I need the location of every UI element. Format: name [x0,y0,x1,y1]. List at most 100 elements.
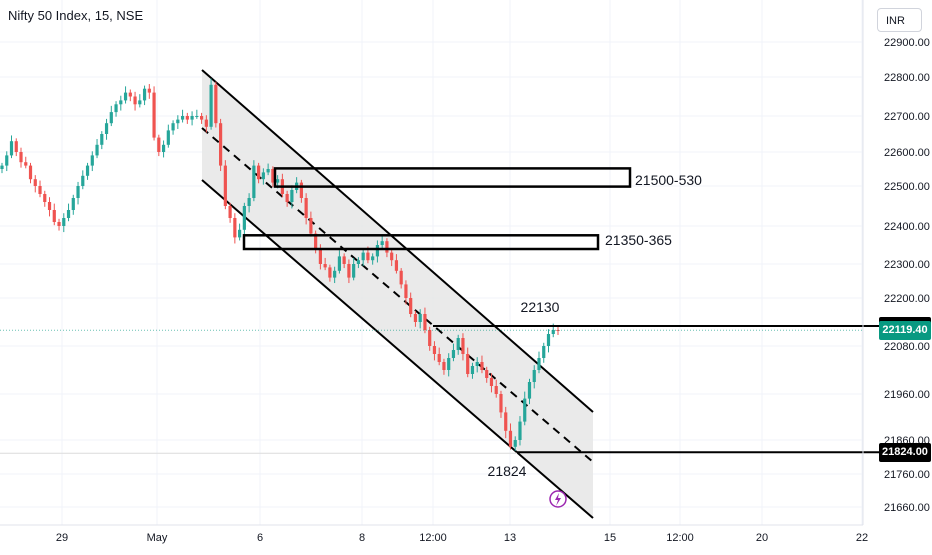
candle-body [532,370,536,382]
chart-title: Nifty 50 Index, 15, NSE [8,8,144,23]
candle-body [14,141,18,152]
candle-body [204,119,208,127]
candle-body [24,162,28,166]
candle-body [176,119,180,124]
candle-body [114,104,118,113]
candle-body [228,206,232,218]
candle-body [518,421,522,440]
candle-body [304,198,308,218]
candle-body [375,245,380,257]
candle-body [209,84,213,127]
candle-body [399,270,403,285]
candle-body [323,264,327,268]
candle-body [456,338,460,350]
candle-body [352,264,356,278]
candle-body [109,112,113,124]
candle-body [171,123,175,131]
candle-body [437,354,441,362]
candle-body [100,134,104,145]
candle-body [485,370,489,378]
candle-body [385,241,389,253]
candle-body [138,100,142,105]
candle-body [218,123,223,166]
x-tick-label: 20 [756,532,768,544]
candle-body [504,412,508,431]
overlays [0,167,879,454]
x-tick-label: 8 [359,532,365,544]
y-tick-label: 22500.00 [884,181,930,193]
candle-body [81,175,85,186]
candle-body [494,386,498,394]
candle-body [43,194,47,202]
zone-rect[interactable] [273,167,632,188]
candle-body [214,84,218,124]
candle-body [470,366,475,374]
candle-body [128,92,132,97]
x-tick-label: 29 [56,532,68,544]
y-tick-label: 22600.00 [884,147,930,159]
currency-selector[interactable]: INR [877,8,922,32]
candle-body [66,210,71,218]
candle-body [5,155,9,166]
candle-body [489,378,494,386]
candle-body [28,165,33,180]
candle-body [451,350,456,358]
y-tick-label: 22900.00 [884,37,930,49]
candle-body [318,248,322,264]
candle-body [271,169,275,183]
x-axis[interactable]: 29 May 6 8 12:00 13 15 12:00 20 22 [56,532,868,544]
level-annotation-21824: 21824 [488,463,527,479]
x-tick-label: 12:00 [666,532,694,544]
candle-body [62,218,66,226]
candle-body [328,267,332,278]
candle-body [356,260,361,264]
candle-body [76,186,80,198]
grid [0,0,863,525]
candle-body [238,229,242,238]
candle-body [380,241,384,245]
candle-body [337,256,342,271]
candle-body [461,338,465,354]
candle-body [527,382,532,399]
candle-body [413,314,418,322]
y-tick-label: 22800.00 [884,72,930,84]
candle-body [404,284,408,298]
candle-body [71,198,75,210]
y-axis[interactable]: 21660.0021760.0021860.0021960.0022080.00… [884,37,930,514]
candle-body [537,358,541,370]
candle-body [166,130,170,145]
candle-body [152,92,156,138]
candle-body [347,264,351,278]
candle-body [161,144,166,152]
zone-rect[interactable] [242,234,600,251]
candle-body [199,116,204,120]
candle-body [38,186,42,194]
candle-body [133,96,137,105]
channel-lower-line [201,179,594,519]
candle-body [57,222,61,226]
candle-body [85,165,90,176]
candle-body [366,252,370,261]
candle-body [333,270,337,278]
candle-body [432,346,437,354]
y-tick-label: 22300.00 [884,259,930,271]
candle-body [423,314,427,330]
candle-body [185,116,189,120]
candle-body [233,218,237,238]
candle-body [276,179,280,183]
candle-body [157,137,161,152]
lightning-icon[interactable] [549,490,567,508]
candle-body [475,362,479,366]
candle-body [90,155,94,166]
candle-body [309,218,313,234]
candle-body [0,165,4,169]
x-tick-label: 13 [504,532,516,544]
candle-body [123,92,128,101]
candle-body [442,362,446,370]
candle-body [261,172,265,180]
y-tick-label: 22200.00 [884,293,930,305]
candle-body [95,144,99,156]
candle-body [223,165,227,206]
